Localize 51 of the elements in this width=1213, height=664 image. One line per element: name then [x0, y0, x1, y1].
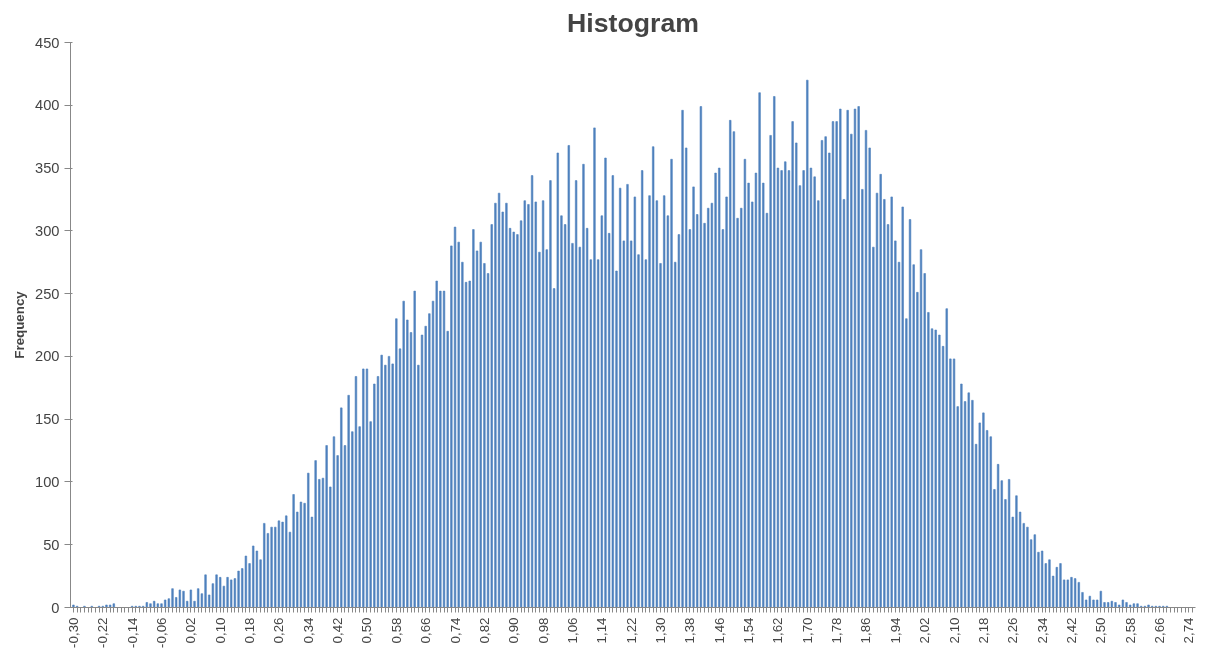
x-tick-label: 1,22 [623, 617, 639, 644]
x-tick-label: 2,10 [946, 617, 962, 644]
x-tick-label: -0,22 [95, 617, 111, 648]
chart-title: Histogram [567, 7, 699, 38]
x-tick-label: 2,74 [1181, 616, 1197, 644]
x-tick-label: 2,66 [1152, 617, 1168, 644]
x-tick-label: 0,74 [447, 616, 463, 644]
x-tick-label: 2,58 [1122, 617, 1138, 644]
x-tick-label: 0,34 [300, 616, 316, 644]
x-tick-label: 1,70 [799, 617, 815, 644]
y-tick-label: 250 [35, 285, 60, 302]
x-tick-label: 1,62 [770, 617, 786, 644]
x-tick-label: 2,02 [917, 617, 933, 644]
y-tick-label: 50 [43, 536, 60, 553]
y-axis-title: Frequency [12, 290, 28, 359]
y-tick-label: 0 [51, 599, 60, 616]
x-tick-label: 1,06 [564, 617, 580, 644]
x-tick-label: 1,14 [594, 616, 610, 644]
x-tick-label: 0,26 [271, 617, 287, 644]
x-tick-label: 1,78 [829, 617, 845, 644]
x-tick-label: 0,10 [212, 617, 228, 644]
x-tick-label: 0,58 [388, 617, 404, 644]
y-tick-label: 350 [35, 160, 60, 177]
x-tick-label: 1,54 [741, 616, 757, 644]
x-tick-label: 0,66 [418, 617, 434, 644]
x-tick-label: -0,30 [65, 617, 81, 648]
y-tick-label: 300 [35, 222, 60, 239]
x-tick-label: 1,94 [887, 616, 903, 644]
x-tick-label: 0,82 [476, 617, 492, 644]
x-tick-label: 1,46 [711, 617, 727, 644]
y-tick-label: 200 [35, 348, 60, 365]
y-tick-label: 100 [35, 473, 60, 490]
x-tick-label: 2,18 [975, 617, 991, 644]
x-tick-label: 2,50 [1093, 617, 1109, 644]
x-tick-label: 0,18 [242, 617, 258, 644]
x-tick-label: 0,02 [183, 617, 199, 644]
x-tick-label: 1,38 [682, 617, 698, 644]
x-tick-label: -0,14 [124, 616, 140, 648]
x-tick-label: 1,30 [653, 617, 669, 644]
x-tick-label: 1,86 [858, 617, 874, 644]
x-tick-label: 0,42 [330, 617, 346, 644]
x-tick-label: 0,90 [506, 617, 522, 644]
x-tick-label: 2,34 [1034, 616, 1050, 644]
y-tick-label: 150 [35, 411, 60, 428]
x-tick-label: 0,98 [535, 617, 551, 644]
x-tick-label: 2,26 [1005, 617, 1021, 644]
x-tick-label: 0,50 [359, 617, 375, 644]
x-tick-label: -0,06 [154, 617, 169, 648]
x-tick-label: 2,42 [1063, 617, 1079, 644]
y-tick-label: 400 [35, 97, 60, 114]
y-tick-label: 450 [35, 34, 60, 51]
